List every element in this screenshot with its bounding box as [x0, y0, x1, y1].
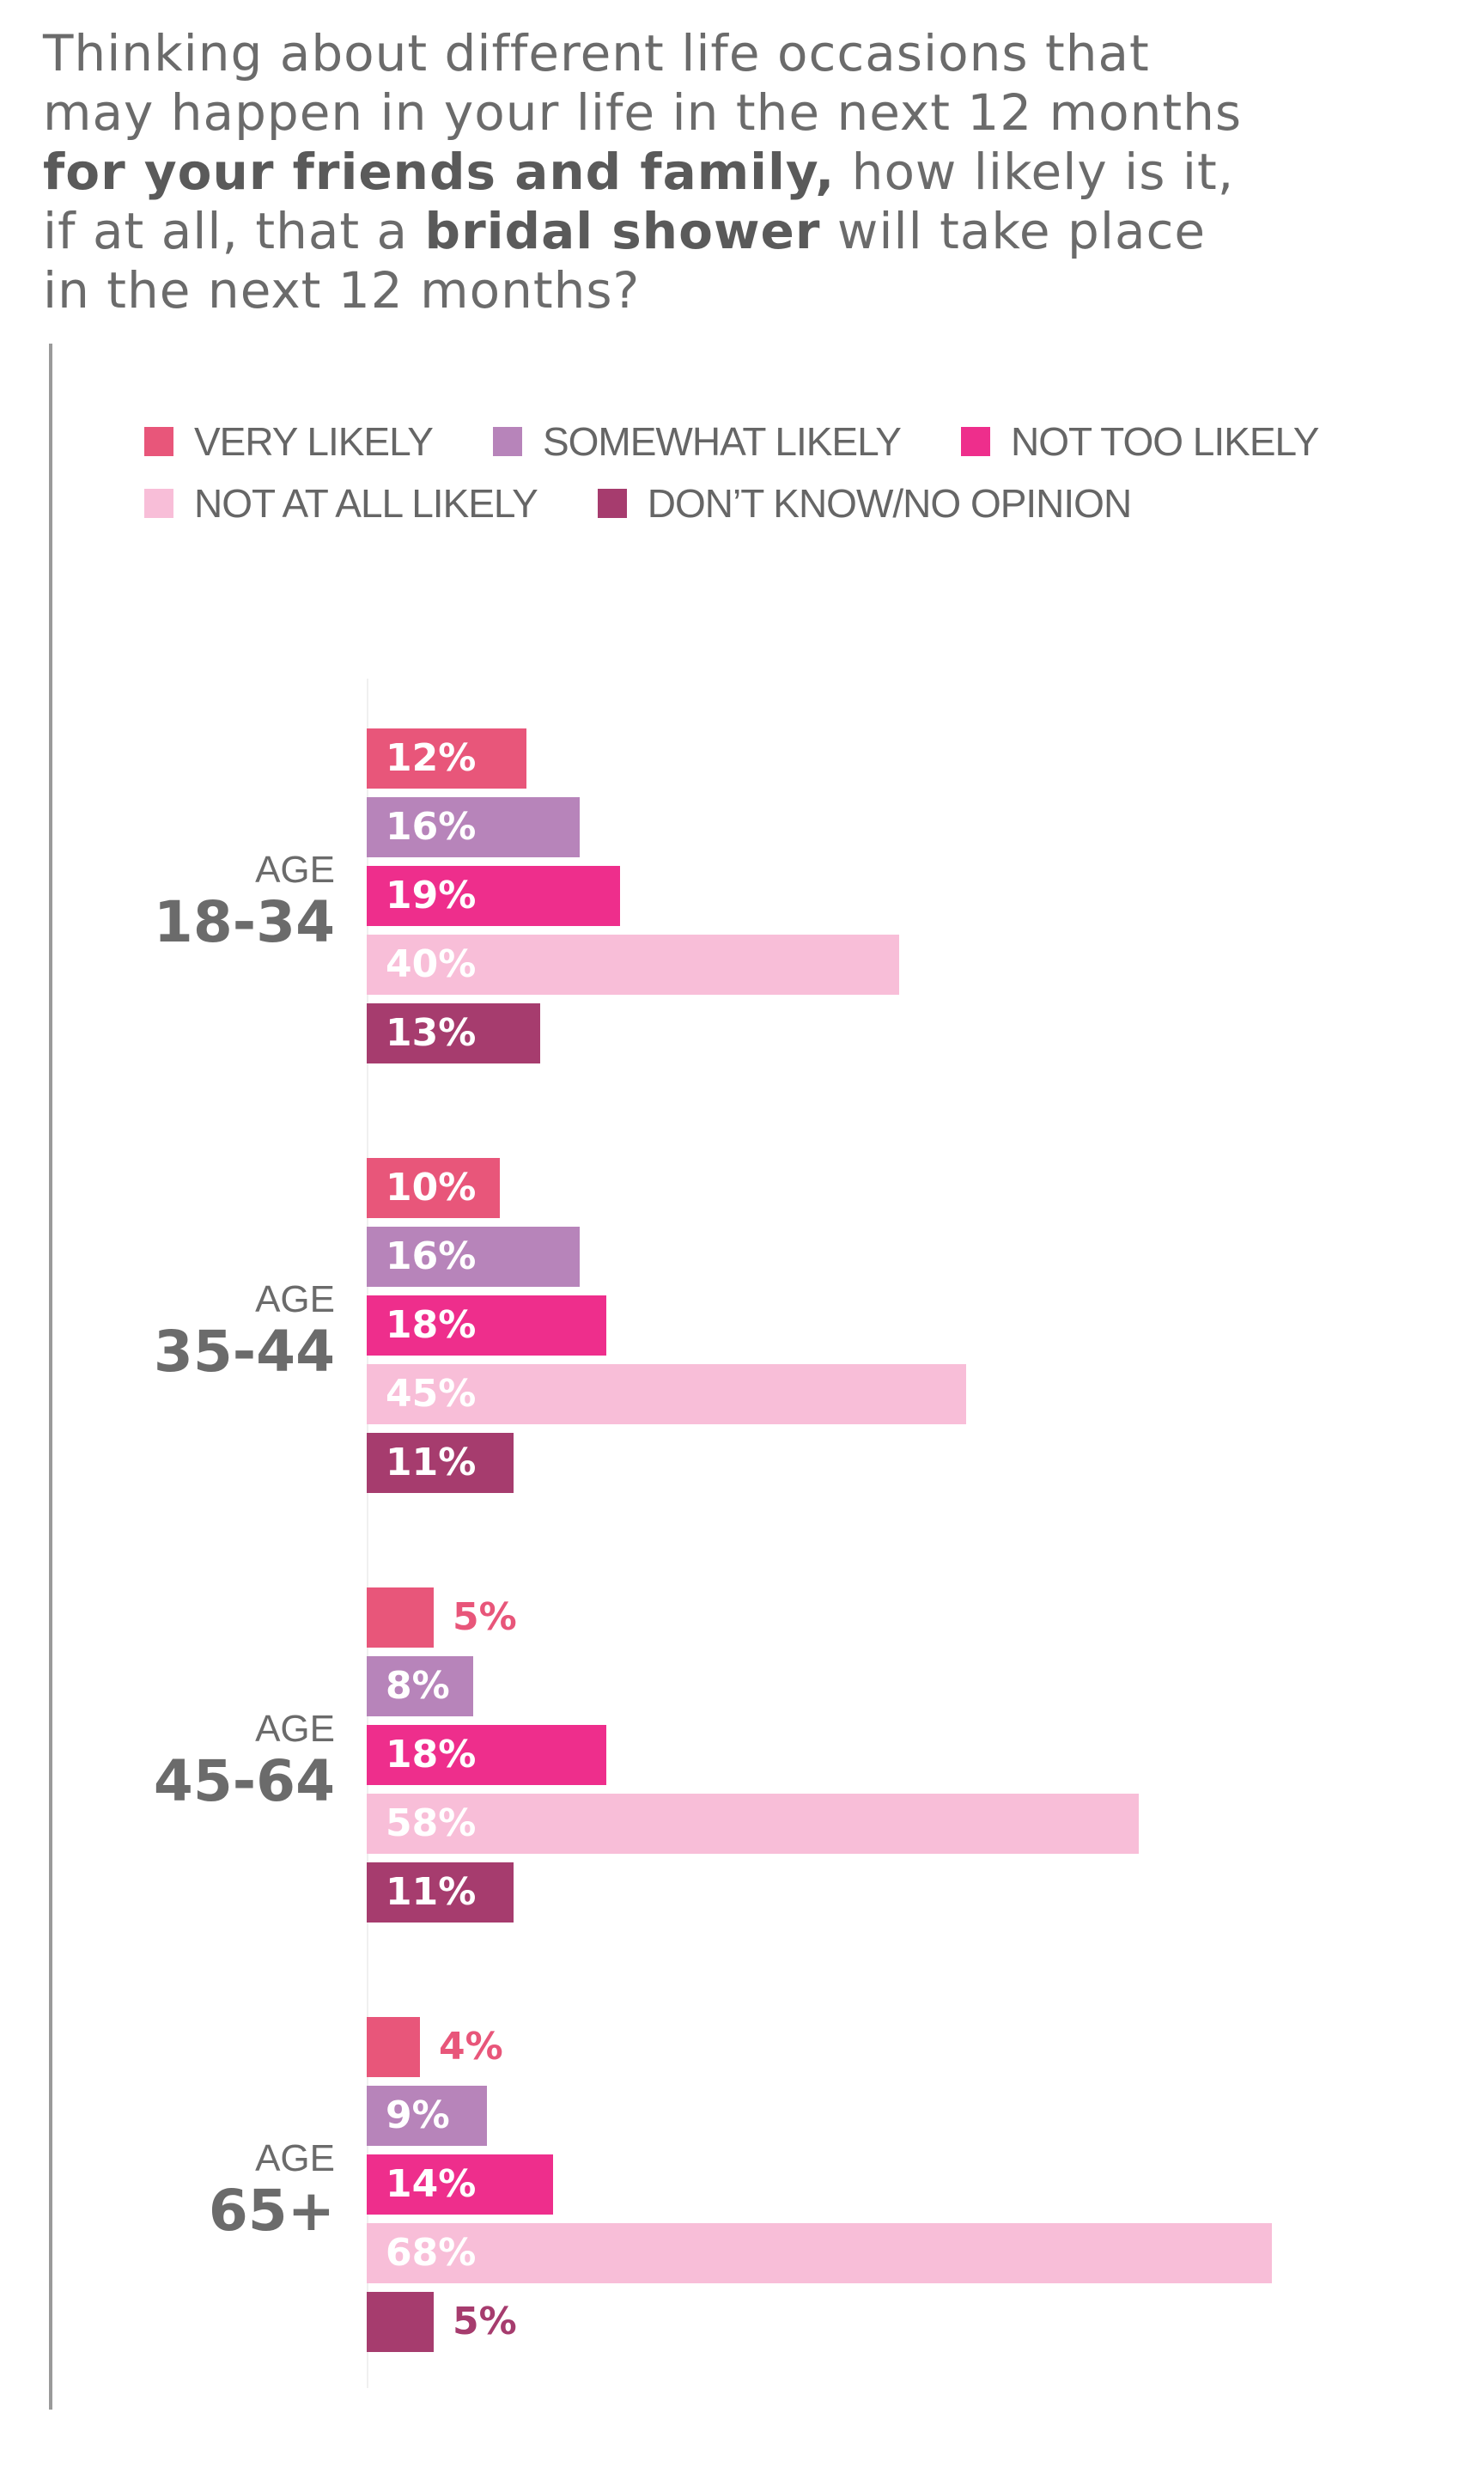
legend-item-somewhat-likely: SOMEWHAT LIKELY: [492, 418, 902, 465]
bar: [367, 1227, 580, 1287]
zero-axis: [367, 679, 368, 2388]
question-line-2: may happen in your life in the next 12 m…: [43, 83, 1243, 142]
legend-item-not-at-all-likely: NOT AT ALL LIKELY: [144, 480, 538, 527]
bar-value-label: 8%: [386, 1664, 450, 1708]
question-line-1: Thinking about different life occasions …: [43, 24, 1150, 82]
group-label-range: 45-64: [153, 1748, 335, 1814]
legend: VERY LIKELY SOMEWHAT LIKELY NOT TOO LIKE…: [144, 411, 1432, 534]
bar-value-label: 13%: [386, 1011, 477, 1055]
question-emphasis-event: bridal shower: [424, 202, 821, 260]
group-label-range: 65+: [208, 2178, 335, 2244]
bar: [367, 2086, 487, 2146]
bar: [367, 2292, 434, 2352]
bar: [367, 1003, 540, 1063]
question-line-4: if at all, that a bridal shower will tak…: [43, 202, 1417, 261]
bar: [367, 935, 899, 995]
question-emphasis-audience: for your friends and family,: [43, 143, 836, 201]
bar-value-label: 11%: [386, 1441, 477, 1484]
bar: [367, 1725, 606, 1785]
bar-value-label: 40%: [386, 942, 477, 986]
bar: [367, 2154, 553, 2215]
bar-value-label: 18%: [386, 1733, 477, 1776]
bar-value-label: 19%: [386, 874, 477, 917]
group-label: AGE 18-34: [154, 849, 335, 954]
bar-value-label: 5%: [453, 1595, 517, 1639]
bar-value-label: 14%: [386, 2162, 477, 2206]
legend-label: NOT TOO LIKELY: [1010, 419, 1319, 464]
group-label: AGE 35-44: [154, 1278, 335, 1383]
bar: [367, 1433, 514, 1493]
question-line-5: in the next 12 months?: [43, 261, 641, 320]
group-label-range: 18-34: [153, 889, 335, 955]
legend-swatch: [960, 427, 990, 456]
group-label: AGE 65+: [209, 2137, 335, 2242]
bar: [367, 2017, 420, 2077]
bar-value-label: 58%: [386, 1801, 477, 1845]
question-line-4-rest: will take place: [820, 202, 1207, 260]
frame-divider: [49, 344, 52, 2410]
group-label-prefix: AGE: [255, 1278, 335, 1320]
bar: [367, 2223, 1272, 2283]
bar: [367, 1587, 434, 1648]
legend-item-very-likely: VERY LIKELY: [144, 418, 434, 465]
bar-value-label: 16%: [386, 805, 477, 849]
bar: [367, 1158, 500, 1218]
bar: [367, 1295, 606, 1356]
bar: [367, 866, 620, 926]
group-label-prefix: AGE: [255, 849, 335, 891]
group-label: AGE 45-64: [154, 1708, 335, 1813]
bar: [367, 797, 580, 857]
legend-swatch: [492, 427, 522, 456]
legend-row-2: NOT AT ALL LIKELY DON’T KNOW/NO OPINION: [144, 472, 1432, 534]
bar: [367, 1364, 966, 1424]
question-text: Thinking about different life occasions …: [43, 24, 1417, 320]
bar-value-label: 68%: [386, 2231, 477, 2275]
legend-swatch: [597, 489, 627, 518]
legend-swatch: [144, 489, 173, 518]
bar: [367, 728, 526, 789]
question-line-4-pre: if at all, that a: [43, 202, 425, 260]
bar-value-label: 11%: [386, 1870, 477, 1914]
legend-item-dont-know: DON’T KNOW/NO OPINION: [597, 480, 1132, 527]
legend-swatch: [144, 427, 173, 456]
bar-value-label: 4%: [439, 2025, 503, 2069]
question-line-3: for your friends and family, how likely …: [43, 143, 1417, 202]
bar: [367, 1656, 473, 1716]
question-line-3-rest: how likely is it,: [835, 143, 1235, 201]
bar: [367, 1862, 514, 1923]
bar-value-label: 18%: [386, 1303, 477, 1347]
legend-label: VERY LIKELY: [194, 419, 434, 464]
bar-value-label: 10%: [386, 1166, 477, 1210]
group-label-prefix: AGE: [255, 2137, 335, 2179]
legend-label: DON’T KNOW/NO OPINION: [647, 481, 1132, 526]
bar-value-label: 16%: [386, 1234, 477, 1278]
legend-item-not-too-likely: NOT TOO LIKELY: [960, 418, 1319, 465]
bar-value-label: 9%: [386, 2093, 450, 2137]
bar-value-label: 5%: [453, 2300, 517, 2343]
legend-label: SOMEWHAT LIKELY: [542, 419, 902, 464]
bar: [367, 1794, 1139, 1854]
bar-value-label: 45%: [386, 1372, 477, 1416]
group-label-range: 35-44: [153, 1319, 335, 1385]
legend-label: NOT AT ALL LIKELY: [194, 481, 538, 526]
legend-row-1: VERY LIKELY SOMEWHAT LIKELY NOT TOO LIKE…: [144, 411, 1432, 472]
bar-value-label: 12%: [386, 736, 477, 780]
group-label-prefix: AGE: [255, 1708, 335, 1750]
